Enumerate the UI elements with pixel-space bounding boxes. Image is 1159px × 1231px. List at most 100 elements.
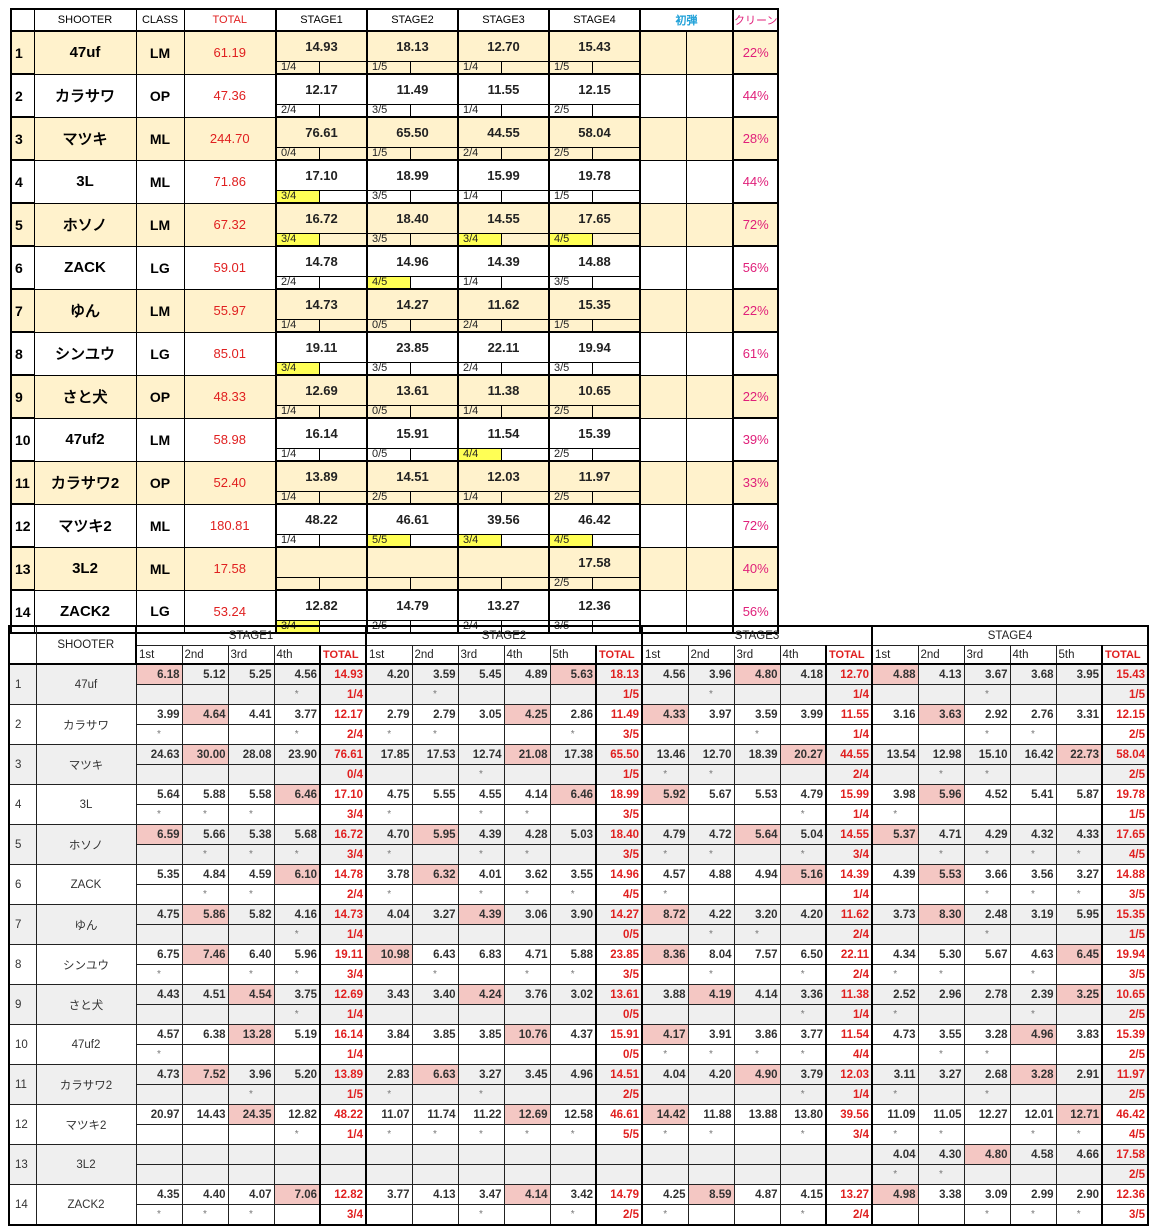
shot-time: 2.68	[963, 1064, 1011, 1085]
header-shot: 1st	[871, 645, 919, 665]
first-shot-a	[639, 374, 687, 419]
shot-time: 3.27	[457, 1064, 505, 1085]
shot-time: 5.66	[181, 824, 229, 845]
hit-mark: *	[963, 924, 1011, 945]
detail-row-stars: * 1/5 * * 2/5 * 1/4 * * 2/5	[9, 1084, 1149, 1105]
rank-number: 6	[8, 864, 37, 905]
shot-time: 5.19	[273, 1024, 321, 1045]
shot-time: 4.20	[779, 904, 827, 925]
shot-time: 4.88	[687, 864, 735, 885]
stage1-hits-blank	[318, 577, 368, 591]
shot-time: 4.52	[963, 784, 1011, 805]
first-shot-b	[685, 503, 734, 548]
stage-hits: 1/4	[825, 884, 873, 905]
shot-time: 3.86	[733, 1024, 781, 1045]
shot-time: 4.71	[503, 944, 551, 965]
shot-time: 3.25	[1055, 984, 1103, 1005]
stage3-hits-blank	[500, 362, 550, 376]
stage4-hits: 3/5	[548, 276, 593, 290]
hit-mark	[549, 1004, 597, 1025]
detail-row: 5 ホソノ 6.59 5.66 5.38 5.68 16.72 4.70 5.95 4.39 4.2…	[8, 824, 1149, 865]
shooter-class: LM	[135, 288, 185, 333]
shot-time: 4.43	[135, 984, 183, 1005]
hit-mark	[1055, 924, 1103, 945]
shot-time	[365, 1144, 413, 1165]
shot-time	[273, 1144, 321, 1165]
shot-time: 3.59	[733, 704, 781, 725]
stage3-hits: 1/4	[457, 104, 502, 118]
shot-time: 3.27	[917, 1064, 965, 1085]
stage3-time: 14.55	[457, 202, 550, 234]
hit-mark	[733, 1004, 781, 1025]
shot-time: 4.56	[641, 663, 689, 685]
hit-mark	[273, 884, 321, 905]
stage1-hits-blank	[318, 319, 368, 333]
shooter-class: LM	[135, 202, 185, 247]
stage3-time: 44.55	[457, 116, 550, 148]
hit-mark	[963, 1164, 1011, 1185]
detail-row: 12 マツキ2 20.97 14.43 24.35 12.82 48.22 11.07 11.7…	[8, 1104, 1149, 1145]
stage2-hits: 0/5	[366, 448, 411, 462]
stage-hits: 3/4	[319, 1204, 367, 1226]
stage-total: 76.61	[319, 744, 367, 765]
shot-time: 3.77	[365, 1184, 413, 1205]
summary-row-hits: 3/4 3/5 1/4 1/5	[11, 190, 778, 204]
shooter-name: シンユウ	[35, 944, 137, 985]
hit-mark	[871, 1204, 919, 1226]
shot-time: 3.99	[779, 704, 827, 725]
shooter-name: ZACK2	[35, 1184, 137, 1226]
stage2-hits: 0/5	[366, 405, 411, 419]
stage-total: 12.17	[319, 704, 367, 725]
stage-hits: 2/5	[1101, 764, 1149, 785]
stage-total: 17.10	[319, 784, 367, 805]
summary-row: 6 ZACK LG 59.01 14.78 14.96 14.39 14.88 56%	[10, 245, 779, 290]
hit-mark	[917, 804, 965, 825]
stage-hits: 2/5	[1101, 1004, 1149, 1025]
detail-row-stars: * * 2/4 * * * 3/5 * 1/4 * * 2/5	[9, 724, 1149, 745]
hit-mark	[687, 804, 735, 825]
detail-row: 14 ZACK2 4.35 4.40 4.07 7.06 12.82 3.77 4.13 3.47…	[8, 1184, 1149, 1226]
shot-time: 3.45	[503, 1064, 551, 1085]
stage4-hits-blank	[591, 362, 641, 376]
hit-mark	[963, 804, 1011, 825]
stage4-time: 12.36	[548, 589, 641, 621]
hit-mark	[365, 1204, 413, 1226]
hit-mark: *	[641, 764, 689, 785]
shot-time: 12.58	[549, 1104, 597, 1125]
shot-time: 4.87	[733, 1184, 781, 1205]
clean-rate: 22%	[731, 288, 779, 333]
stage1-hits-blank	[318, 104, 368, 118]
hit-mark	[181, 764, 229, 785]
stage4-hits-blank	[591, 491, 641, 505]
hit-mark: *	[227, 1204, 275, 1226]
stage3-hits: 4/4	[457, 448, 502, 462]
stage1-hits-blank	[318, 362, 368, 376]
hit-mark: *	[917, 1164, 965, 1185]
hit-mark	[503, 1164, 551, 1185]
summary-row: 12 マツキ2 ML 180.81 48.22 46.61 39.56 46.42 72%	[10, 503, 779, 548]
shot-time: 4.90	[733, 1064, 781, 1085]
hit-mark: *	[641, 1204, 689, 1226]
hit-mark: *	[1009, 724, 1057, 745]
hit-mark	[687, 1084, 735, 1105]
stage2-hits-blank	[409, 577, 459, 591]
stage-total: 44.55	[825, 744, 873, 765]
shot-time: 2.76	[1009, 704, 1057, 725]
shot-time: 4.34	[871, 944, 919, 965]
shot-time: 3.84	[365, 1024, 413, 1045]
stage3-time: 39.56	[457, 503, 550, 535]
hit-mark	[549, 844, 597, 865]
stage-hits: 2/5	[1101, 1044, 1149, 1065]
hit-mark: *	[227, 964, 275, 985]
hit-mark	[687, 1204, 735, 1226]
shot-time: 4.33	[641, 704, 689, 725]
rank-number: 7	[10, 288, 35, 333]
header-shot: 1st	[641, 645, 689, 665]
shot-time: 3.28	[1009, 1064, 1057, 1085]
stage-total: 39.56	[825, 1104, 873, 1125]
hit-mark: *	[871, 1084, 919, 1105]
stage3-hits: 1/4	[457, 491, 502, 505]
hit-mark	[779, 1164, 827, 1185]
stage-hits: 3/5	[595, 964, 643, 985]
shot-time: 4.98	[871, 1184, 919, 1205]
